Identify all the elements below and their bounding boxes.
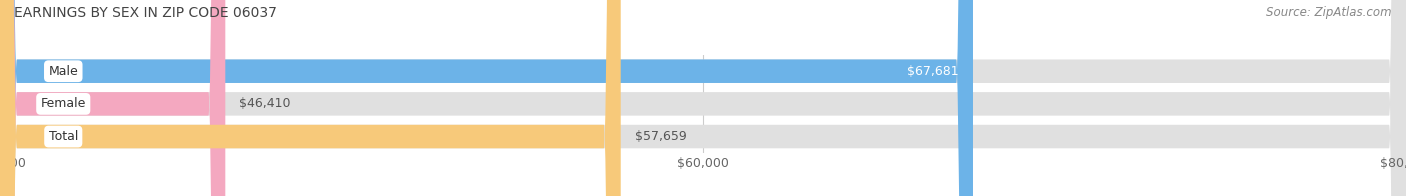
- Text: Male: Male: [48, 65, 79, 78]
- Text: Female: Female: [41, 97, 86, 110]
- Text: $57,659: $57,659: [634, 130, 686, 143]
- FancyBboxPatch shape: [0, 0, 225, 196]
- FancyBboxPatch shape: [0, 0, 620, 196]
- Text: EARNINGS BY SEX IN ZIP CODE 06037: EARNINGS BY SEX IN ZIP CODE 06037: [14, 6, 277, 20]
- FancyBboxPatch shape: [0, 0, 973, 196]
- Text: Source: ZipAtlas.com: Source: ZipAtlas.com: [1267, 6, 1392, 19]
- Text: $46,410: $46,410: [239, 97, 291, 110]
- Text: $67,681: $67,681: [907, 65, 959, 78]
- Text: Total: Total: [49, 130, 77, 143]
